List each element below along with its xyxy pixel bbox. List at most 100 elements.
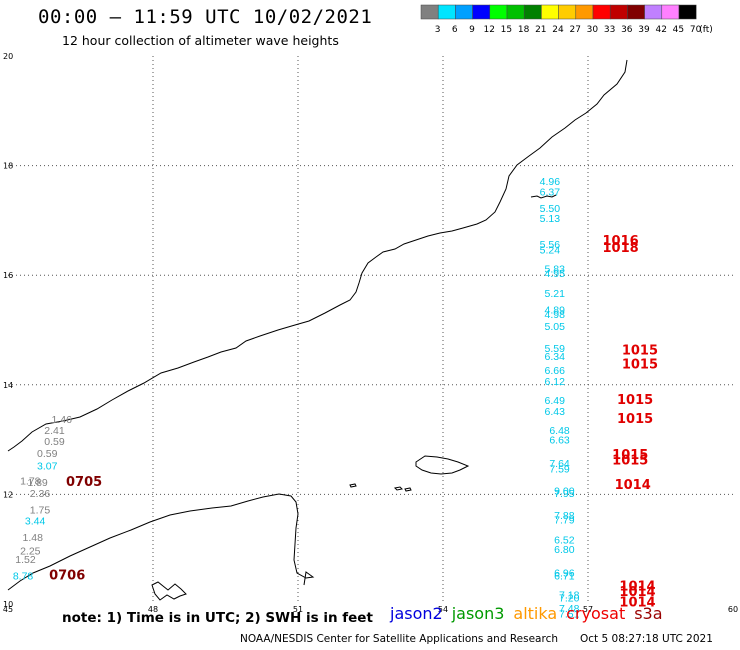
wave-height-label: 2.25 <box>20 546 41 558</box>
wave-height-label: 7.20 <box>559 592 580 604</box>
scale-swatch-45 <box>661 4 680 20</box>
pressure-label: 1014 <box>619 596 655 611</box>
scale-label-15: 15 <box>501 25 512 35</box>
page-title: 00:00 – 11:59 UTC 10/02/2021 <box>38 6 373 28</box>
pressure-label: 1015 <box>622 357 658 372</box>
coastline <box>7 59 628 601</box>
wave-height-label: 4.89 <box>545 305 566 317</box>
scale-swatch-42 <box>644 4 663 20</box>
wave-height-label: 5.24 <box>540 244 561 256</box>
credit-text: NOAA/NESDIS Center for Satellite Applica… <box>240 633 558 645</box>
lon-tick-48: 48 <box>148 605 158 614</box>
wave-height-label: 8.78 <box>13 570 34 582</box>
scale-label-36: 36 <box>621 25 633 35</box>
scale-label-39: 39 <box>638 25 650 35</box>
lon-tick-51: 51 <box>293 605 303 614</box>
satellite-altika: altika <box>513 604 558 623</box>
scale-swatch-39 <box>627 4 645 20</box>
wave-height-label: 7.79 <box>554 514 575 526</box>
wave-height-label: 6.12 <box>545 376 566 388</box>
wave-height-label: 6.63 <box>549 434 570 446</box>
wave-height-label: 7.48 <box>559 603 580 615</box>
scale-label-24: 24 <box>552 25 564 35</box>
scale-label-30: 30 <box>587 25 599 35</box>
wave-height-label: 7.64 <box>549 458 570 470</box>
pressure-label: 0705 <box>66 475 102 490</box>
lat-tick-18: 18 <box>3 162 13 171</box>
scale-swatch-18 <box>506 4 525 20</box>
lon-tick-60: 60 <box>728 605 738 614</box>
pressure-label: 1014 <box>619 579 655 594</box>
scale-swatch-33 <box>592 4 611 20</box>
satellite-cryosat: cryosat <box>566 604 626 623</box>
pressure-label: 1015 <box>612 453 648 468</box>
wave-height-label: 2.36 <box>30 488 51 500</box>
wave-height-label: 1.89 <box>27 477 48 489</box>
scale-swatch-15 <box>489 4 508 20</box>
scale-swatch-12 <box>472 4 491 20</box>
wave-height-label: 9.00 <box>554 485 575 497</box>
scale-label-3: 3 <box>435 25 441 35</box>
pressure-label: 1015 <box>617 393 653 408</box>
scale-swatch-24 <box>541 4 559 20</box>
wave-height-label: 6.66 <box>545 365 566 377</box>
wave-height-observations: 4.966.37 5.505.13 5.565.24 5.834.95 5.21 4.89… <box>13 176 580 621</box>
footer-note: note: 1) Time is in UTC; 2) SWH is in fe… <box>62 610 373 626</box>
lat-tick-10: 10 <box>3 600 13 609</box>
wave-height-label: 3.44 <box>25 516 46 528</box>
timestamp-text: Oct 5 08:27:18 UTC 2021 <box>580 633 713 645</box>
scale-label-42: 42 <box>655 25 666 35</box>
wave-height-label: 6.49 <box>545 395 566 407</box>
pressure-labels: 1016101810151015101510151015101510141014… <box>49 234 658 611</box>
pressure-label: 1016 <box>603 234 639 249</box>
wave-height-label: 1.78 <box>20 476 41 488</box>
somalia-coastline <box>7 493 315 591</box>
small-island-c <box>349 483 357 488</box>
wave-height-label: 4.95 <box>545 268 566 280</box>
wave-height-label: 4.98 <box>545 309 566 321</box>
scale-label-45: 45 <box>673 25 684 35</box>
scale-unit: (ft) <box>699 25 713 35</box>
wave-height-label: 0.59 <box>44 436 65 448</box>
scale-swatch-3 <box>420 4 439 20</box>
wave-height-label: 6.52 <box>554 535 575 547</box>
wave-height-label: 0.59 <box>37 448 58 460</box>
scale-swatch-30 <box>575 4 594 20</box>
lat-tick-16: 16 <box>3 271 13 280</box>
wave-height-label: 7.95 <box>554 488 575 500</box>
pressure-label: 1014 <box>619 585 655 600</box>
scale-label-21: 21 <box>535 25 546 35</box>
wave-height-label: 7.59 <box>549 463 570 475</box>
wave-height-label: 5.56 <box>540 239 561 251</box>
pressure-label: 1015 <box>612 448 648 463</box>
wave-height-label: 2.41 <box>44 425 65 437</box>
scale-label-12: 12 <box>483 25 494 35</box>
satellite-jason2: jason2 <box>390 604 443 623</box>
scale-label-70: 70 <box>690 25 702 35</box>
satellite-s3a: s3a <box>634 604 663 623</box>
satellite-jason3: jason3 <box>451 604 505 623</box>
wave-height-label: 1.46 <box>52 414 73 426</box>
wave-height-label: 6.37 <box>540 187 561 199</box>
wave-height-label: 5.05 <box>545 321 566 333</box>
small-island-b <box>404 487 412 492</box>
wave-height-label: 5.50 <box>540 203 561 215</box>
wave-height-label: 5.13 <box>540 213 561 225</box>
pressure-label: 1014 <box>615 478 651 493</box>
wave-height-label: 5.59 <box>545 343 566 355</box>
scale-label-6: 6 <box>452 25 458 35</box>
wave-height-label: 1.52 <box>15 554 36 566</box>
wave-height-label: 7.18 <box>559 590 580 602</box>
scale-label-9: 9 <box>469 25 475 35</box>
lon-tick-45: 45 <box>3 605 13 614</box>
lat-tick-14: 14 <box>3 381 13 390</box>
scale-label-18: 18 <box>518 25 530 35</box>
wave-height-label: 4.96 <box>540 176 561 188</box>
wave-height-label: 5.83 <box>545 263 566 275</box>
scale-label-27: 27 <box>569 25 580 35</box>
pressure-label: 1018 <box>603 241 639 256</box>
wave-height-label: 7.51 <box>559 609 580 621</box>
wave-height-label: 6.96 <box>554 568 575 580</box>
scale-swatch-27 <box>558 4 577 20</box>
